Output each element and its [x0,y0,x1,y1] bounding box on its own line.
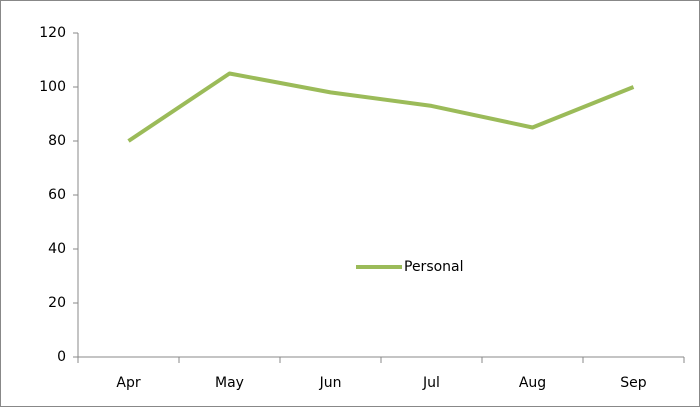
x-tick-label: Jun [319,375,342,391]
y-tick-label: 40 [48,241,66,257]
x-tick-label: Jul [422,375,440,391]
y-tick-label: 0 [57,349,66,365]
x-tick-label: Aug [519,375,546,391]
x-tick-label: Apr [116,375,140,391]
x-tick-label: May [215,375,244,391]
y-tick-label: 120 [39,25,66,41]
y-tick-label: 80 [48,133,66,149]
line-series [127,71,635,143]
x-tick-label: Sep [620,375,647,391]
y-tick-label: 60 [48,187,66,203]
legend-label: Personal [404,259,464,275]
y-tick-label: 20 [48,295,66,311]
y-tick-label: 100 [39,79,66,95]
